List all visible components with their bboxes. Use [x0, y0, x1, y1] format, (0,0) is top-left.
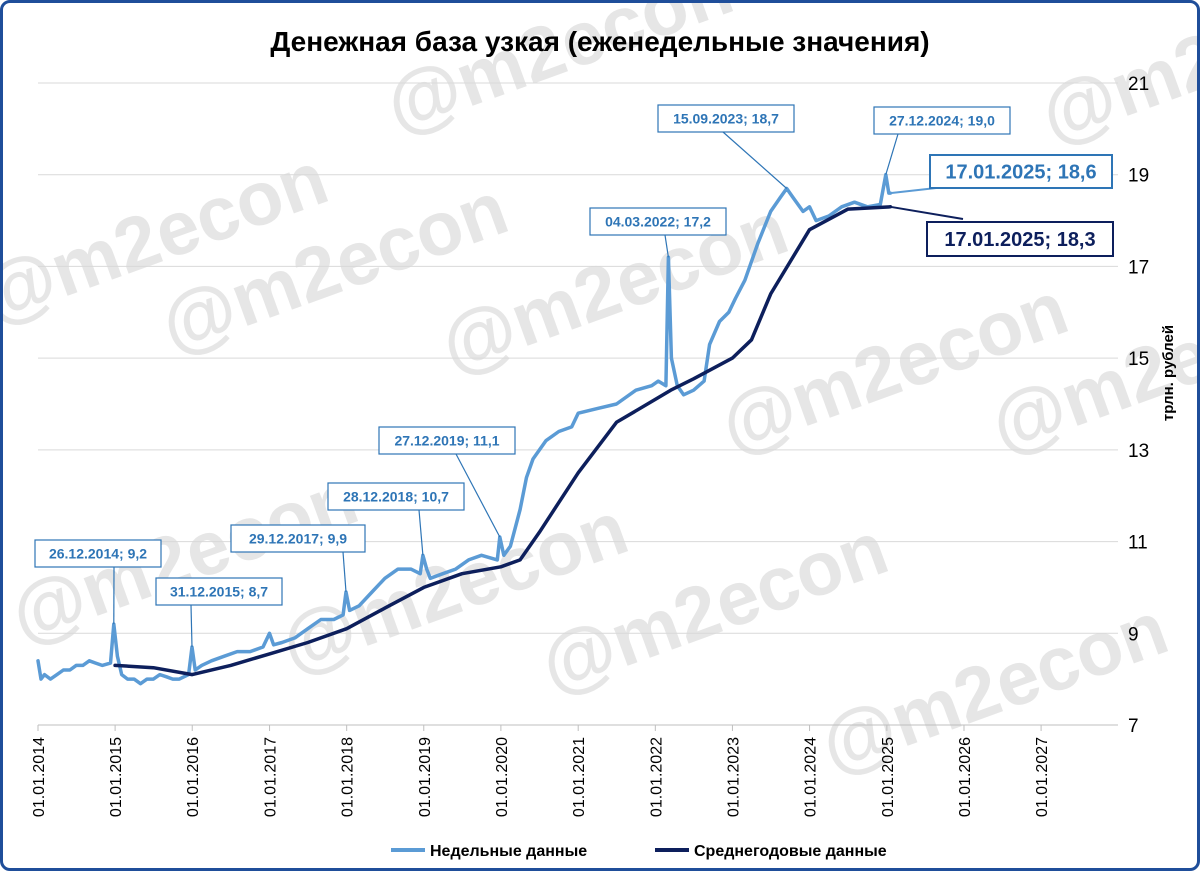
x-tick-label: 01.01.2026: [957, 737, 974, 817]
x-tick-label: 01.01.2021: [571, 737, 588, 817]
annotation-box: [155, 577, 283, 606]
annotation-label: 27.12.2019; 11,1: [394, 433, 499, 449]
annotation-label: 15.09.2023; 18,7: [673, 111, 779, 127]
annotation-leader: [890, 205, 964, 220]
annotation-callout: 27.12.2019; 11,1: [378, 426, 516, 538]
y-tick-label: 19: [1128, 166, 1149, 187]
annotation-label: 29.12.2017; 9,9: [249, 531, 347, 547]
annotation-box: [589, 207, 727, 236]
annotation-callout: 17.01.2025; 18,6: [890, 154, 1113, 195]
x-tick-label: 01.01.2017: [263, 737, 280, 817]
annotation-label: 26.12.2014; 9,2: [49, 546, 147, 562]
annotation-callout: 29.12.2017; 9,9: [230, 524, 366, 593]
y-tick-label: 9: [1128, 624, 1139, 645]
axes: 7 9 11 13 15 17 19 21 01.01.2014 01.01.2015 01.01.…: [31, 74, 1149, 817]
legend-label-weekly: Недельные данные: [430, 843, 587, 860]
annotation-callout: 26.12.2014; 9,2: [34, 539, 162, 625]
x-tick-label: 01.01.2027: [1034, 737, 1051, 817]
annotation-box: [657, 104, 795, 133]
y-tick-label: 11: [1128, 533, 1148, 554]
annotation-leader: [664, 234, 669, 258]
y-tick-label: 21: [1128, 74, 1149, 95]
y-tick-label: 17: [1128, 257, 1149, 278]
x-tick-label: 01.01.2016: [185, 737, 202, 817]
annotation-leader: [455, 453, 501, 538]
x-tick-label: 01.01.2023: [725, 737, 742, 817]
watermark-text: @m2econ: [810, 586, 1179, 789]
annotation-leader: [418, 509, 424, 556]
annotation-callout: 28.12.2018; 10,7: [327, 482, 465, 556]
y-tick-label: 7: [1128, 716, 1139, 737]
annotation-callout: 31.12.2015; 8,7: [155, 577, 283, 648]
annotation-leader: [885, 133, 899, 175]
y-axis-title: трлн. рублей: [1160, 325, 1177, 421]
annotation-box: [327, 482, 465, 511]
annotation-leader: [722, 131, 788, 189]
annotation-label: 27.12.2024; 19,0: [889, 113, 995, 129]
x-tick-label: 01.01.2020: [494, 737, 511, 817]
chart-title: Денежная база узкая (еженедельные значен…: [270, 26, 929, 57]
y-tick-label: 15: [1128, 349, 1149, 370]
annotation-callout: 15.09.2023; 18,7: [657, 104, 795, 189]
annotation-label: 17.01.2025; 18,3: [944, 229, 1095, 251]
annotation-label: 04.03.2022; 17,2: [605, 214, 711, 230]
annotation-box: [929, 154, 1113, 189]
annotation-leader: [342, 551, 347, 593]
x-tick-label: 01.01.2018: [340, 737, 357, 817]
annotation-box: [378, 426, 516, 455]
series-line-annual: [113, 205, 893, 677]
annotation-callout: 17.01.2025; 18,3: [890, 205, 1114, 257]
legend-label-annual: Среднегодовые данные: [694, 843, 887, 860]
annotation-label: 31.12.2015; 8,7: [170, 584, 268, 600]
watermark-text: @m2econ: [1030, 3, 1197, 159]
y-tick-label: 13: [1128, 441, 1149, 462]
annotation-label: 28.12.2018; 10,7: [343, 489, 449, 505]
x-tick-label: 01.01.2014: [31, 737, 48, 817]
x-tick-label: 01.01.2019: [417, 737, 434, 817]
legend: Недельные данные Среднегодовые данные: [391, 843, 887, 860]
annotations-layer: 26.12.2014; 9,2 31.12.2015; 8,7 29.12.2017…: [34, 104, 1114, 648]
annotation-callout: 04.03.2022; 17,2: [589, 207, 727, 258]
annotation-box: [34, 539, 162, 568]
chart-svg: @m2econ @m2econ @m2econ @m2econ @m2econ …: [3, 3, 1197, 860]
annotation-box: [230, 524, 366, 553]
x-tick-label: 01.01.2025: [880, 737, 897, 817]
x-tick-label: 01.01.2024: [803, 737, 820, 817]
annotation-box: [873, 106, 1011, 135]
x-tick-label: 01.01.2015: [108, 737, 125, 817]
annotation-box: [926, 221, 1114, 257]
annotation-label: 17.01.2025; 18,6: [945, 162, 1096, 184]
x-tick-label: 01.01.2022: [648, 737, 665, 817]
annotation-callout: 27.12.2024; 19,0: [873, 106, 1011, 175]
annotation-leader: [190, 604, 193, 648]
